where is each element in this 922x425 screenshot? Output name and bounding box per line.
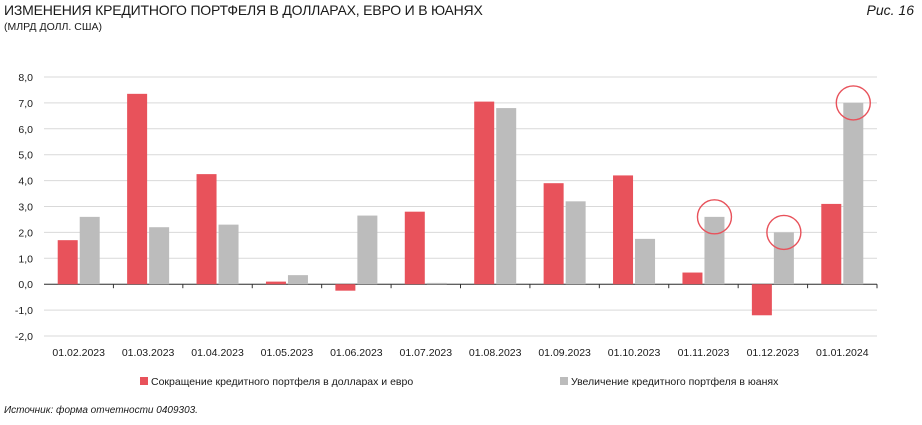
x-tick-label: 01.04.2023 bbox=[191, 347, 244, 359]
x-tick-label: 01.05.2023 bbox=[261, 347, 314, 359]
legend-label: Сокращение кредитного портфеля в доллара… bbox=[151, 376, 413, 388]
y-tick-label: 8,0 bbox=[18, 72, 33, 84]
bar-cny bbox=[496, 108, 517, 285]
bar-usd-eur bbox=[196, 174, 217, 285]
bar-usd-eur bbox=[751, 284, 772, 316]
y-tick-label: 1,0 bbox=[18, 253, 33, 265]
bar-usd-eur bbox=[474, 101, 495, 285]
legend-swatch bbox=[140, 377, 148, 385]
y-tick-label: 3,0 bbox=[18, 202, 33, 214]
bar-cny bbox=[79, 216, 100, 285]
bar-cny bbox=[565, 201, 586, 285]
x-tick-label: 01.01.2024 bbox=[816, 347, 869, 359]
bar-usd-eur bbox=[543, 183, 564, 285]
x-tick-label: 01.06.2023 bbox=[330, 347, 383, 359]
bar-chart: -2,0 -1,0 0,0 1,0 2,0 3,0 4,0 5,0 6,0 7,0 8,0 01.02… bbox=[15, 72, 878, 388]
bar-cny bbox=[287, 275, 308, 285]
bar-cny bbox=[635, 238, 656, 285]
highlight-circle bbox=[835, 85, 871, 121]
bar-cny bbox=[704, 216, 725, 285]
bar-cny bbox=[843, 102, 864, 285]
y-tick-label: 0,0 bbox=[18, 279, 33, 291]
bar-cny bbox=[357, 215, 378, 285]
bar-usd-eur bbox=[335, 284, 356, 291]
y-tick-label: -2,0 bbox=[15, 331, 33, 343]
x-tick-label: 01.03.2023 bbox=[122, 347, 175, 359]
legend-label: Увеличение кредитного портфеля в юанях bbox=[571, 376, 779, 388]
bar-usd-eur bbox=[613, 175, 634, 285]
chart-title: ИЗМЕНЕНИЯ КРЕДИТНОГО ПОРТФЕЛЯ В ДОЛЛАРАХ… bbox=[4, 2, 483, 18]
bar-cny bbox=[149, 227, 170, 285]
bar-usd-eur bbox=[127, 93, 148, 285]
y-tick-label: 5,0 bbox=[18, 150, 33, 162]
x-tick-label: 01.10.2023 bbox=[608, 347, 661, 359]
x-tick-label: 01.02.2023 bbox=[52, 347, 105, 359]
bar-cny bbox=[218, 224, 239, 285]
highlight-circle bbox=[766, 214, 802, 251]
x-tick-label: 01.07.2023 bbox=[400, 347, 453, 359]
figure-label: Рис. 16 bbox=[866, 2, 914, 18]
y-tick-label: 4,0 bbox=[18, 176, 33, 188]
x-tick-label: 01.12.2023 bbox=[747, 347, 800, 359]
source-note: Источник: форма отчетности 0409303. bbox=[4, 405, 198, 416]
bar-usd-eur bbox=[265, 281, 286, 285]
bar-usd-eur bbox=[404, 211, 425, 285]
y-tick-label: 6,0 bbox=[18, 124, 33, 136]
bar-cny bbox=[773, 232, 794, 285]
bar-usd-eur bbox=[821, 203, 842, 285]
bar-cny bbox=[426, 282, 447, 285]
highlight-circle bbox=[696, 199, 733, 235]
chart-subtitle: (МЛРД ДОЛЛ. США) bbox=[4, 21, 102, 33]
legend-swatch bbox=[560, 377, 568, 385]
y-tick-label: 7,0 bbox=[18, 98, 33, 110]
y-tick-label: 2,0 bbox=[18, 227, 33, 239]
x-tick-label: 01.08.2023 bbox=[469, 347, 522, 359]
x-tick-label: 01.09.2023 bbox=[538, 347, 591, 359]
bar-usd-eur bbox=[682, 272, 703, 285]
bar-usd-eur bbox=[57, 240, 78, 285]
x-tick-label: 01.11.2023 bbox=[678, 347, 730, 359]
y-tick-label: -1,0 bbox=[15, 305, 33, 317]
